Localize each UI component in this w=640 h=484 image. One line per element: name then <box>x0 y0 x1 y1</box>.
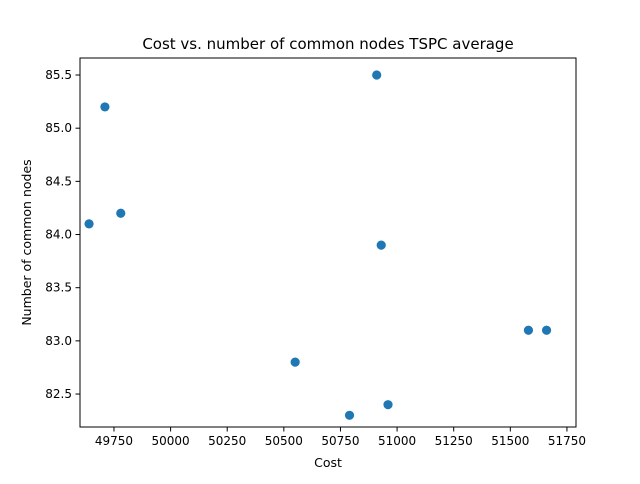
x-tick-label: 50750 <box>321 434 359 448</box>
x-tick-label: 50000 <box>151 434 189 448</box>
y-axis: 82.5 83.0 83.5 84.0 84.5 85.0 85.5 <box>45 68 80 401</box>
y-tick-label: 83.0 <box>45 334 72 348</box>
x-axis-title: Cost <box>314 455 342 470</box>
x-tick-label: 50500 <box>265 434 303 448</box>
scatter-point-7 <box>376 240 386 250</box>
x-tick-label: 51500 <box>491 434 529 448</box>
scatter-point-10 <box>541 325 552 335</box>
y-tick-label: 85.0 <box>45 121 72 135</box>
scatter-point-5 <box>344 410 355 420</box>
scatter-point-1 <box>84 219 94 229</box>
marks-layer <box>84 70 552 420</box>
y-tick-label: 82.5 <box>45 387 72 401</box>
x-tick-label: 50250 <box>208 434 246 448</box>
y-tick-label: 85.5 <box>45 68 72 82</box>
scatter-point-9 <box>523 325 534 335</box>
scatter-point-4 <box>290 357 300 367</box>
y-axis-title: Number of common nodes <box>19 159 34 325</box>
x-tick-label: 51250 <box>435 434 473 448</box>
scatter-point-6 <box>372 70 382 80</box>
y-tick-label: 84.0 <box>45 228 72 242</box>
scatter-point-3 <box>116 208 126 218</box>
plot-frame <box>79 57 577 428</box>
x-tick-label: 51750 <box>548 434 586 448</box>
x-axis: 49750 50000 50250 50500 50750 51000 51250 51500… <box>95 427 586 448</box>
y-tick-label: 84.5 <box>45 174 72 188</box>
chart-title: Cost vs. number of common nodes TSPC ave… <box>142 35 513 53</box>
y-tick-label: 83.5 <box>45 281 72 295</box>
scatter-point-2 <box>100 102 110 112</box>
x-tick-label: 49750 <box>95 434 133 448</box>
scatter-point-8 <box>383 400 393 410</box>
x-tick-label: 51000 <box>378 434 416 448</box>
